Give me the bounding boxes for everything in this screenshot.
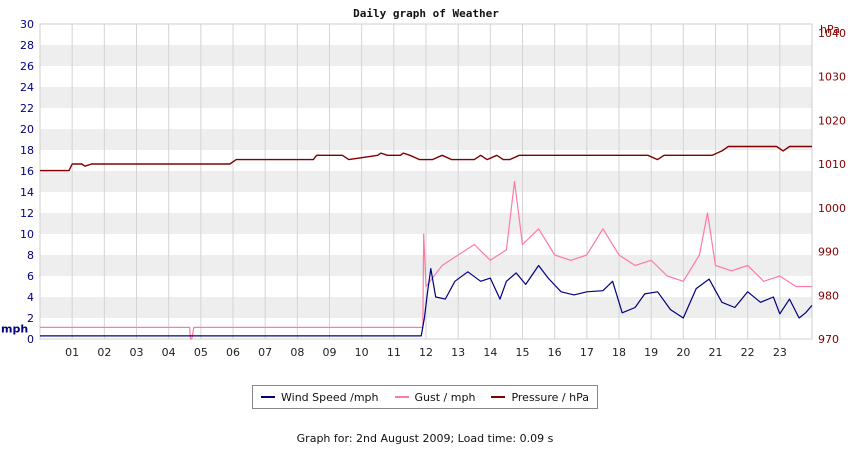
y-left-tick-label: 22 — [20, 102, 34, 115]
series-line-pressure — [40, 145, 812, 172]
y-left-tick-label: 26 — [20, 60, 34, 73]
y-left-tick-label: 2 — [27, 312, 34, 325]
legend-item-wind: Wind Speed /mph — [261, 391, 379, 404]
legend-item-gust: Gust / mph — [394, 390, 476, 404]
legend-label-wind: Wind Speed /mph — [281, 390, 379, 404]
y-left-tick-label: 8 — [27, 249, 34, 262]
x-tick-label: 18 — [612, 346, 626, 359]
y-left-tick-label: 16 — [20, 165, 34, 178]
y-right-tick-label: 1030 — [818, 71, 846, 84]
x-tick-label: 19 — [644, 346, 658, 359]
plot-frame — [39, 23, 813, 340]
legend-item-pressure: Pressure / hPa — [491, 391, 589, 404]
legend-swatch-pressure — [491, 396, 506, 398]
x-tick-label: 06 — [226, 346, 240, 359]
y-right-tick-label: 970 — [818, 333, 839, 346]
x-tick-label: 03 — [130, 346, 144, 359]
y-left-tick-label: 12 — [20, 207, 34, 220]
x-tick-label: 08 — [290, 346, 304, 359]
x-tick-label: 17 — [580, 346, 594, 359]
y-right-tick-label: 1040 — [818, 27, 846, 40]
y-left-tick-label: 24 — [20, 81, 34, 94]
legend-label-pressure: Pressure / hPa — [511, 390, 589, 404]
y-right-tick-label: 1010 — [818, 158, 846, 171]
y-left-tick-label: 0 — [27, 333, 34, 346]
x-tick-label: 09 — [323, 346, 337, 359]
y-left-tick-label: 18 — [20, 144, 34, 157]
y-right-tick-label: 980 — [818, 289, 839, 302]
x-tick-label: 04 — [162, 346, 176, 359]
y-left-tick-label: 20 — [20, 123, 34, 136]
x-tick-label: 21 — [709, 346, 723, 359]
x-tick-label: 11 — [387, 346, 401, 359]
legend-swatch-gust — [394, 396, 409, 398]
y-left-tick-label: 30 — [20, 18, 34, 31]
y-right-tick-label: 1000 — [818, 202, 846, 215]
y-right-tick-label: 1020 — [818, 114, 846, 127]
x-tick-label: 15 — [516, 346, 530, 359]
x-tick-label: 22 — [741, 346, 755, 359]
y-left-tick-label: 4 — [27, 291, 34, 304]
x-tick-label: 23 — [773, 346, 787, 359]
y-left-tick-label: 28 — [20, 39, 34, 52]
y-left-tick-label: 6 — [27, 270, 34, 283]
x-tick-label: 13 — [451, 346, 465, 359]
x-tick-label: 05 — [194, 346, 208, 359]
x-tick-label: 10 — [355, 346, 369, 359]
x-tick-label: 02 — [97, 346, 111, 359]
x-tick-label: 12 — [419, 346, 433, 359]
y-left-tick-label: 14 — [20, 186, 34, 199]
legend-label-gust: Gust / mph — [414, 390, 476, 404]
x-tick-label: 14 — [483, 346, 497, 359]
chart-title: Daily graph of Weather — [353, 7, 499, 20]
y-left-unit: mph — [1, 323, 28, 336]
chart-legend: Wind Speed /mph Gust / mph Pressure / hP… — [252, 385, 598, 409]
y-right-unit: hPa — [820, 23, 840, 36]
x-tick-label: 16 — [548, 346, 562, 359]
series-line-gust — [40, 180, 812, 340]
footer-text: Graph for: 2nd August 2009; Load time: 0… — [296, 432, 554, 445]
y-right-tick-label: 990 — [818, 246, 839, 259]
y-left-tick-label: 10 — [20, 228, 34, 241]
x-tick-label: 01 — [65, 346, 79, 359]
x-tick-label: 07 — [258, 346, 272, 359]
legend-swatch-wind — [261, 396, 275, 398]
x-tick-label: 20 — [676, 346, 690, 359]
series-line-wind-speed — [40, 264, 813, 337]
